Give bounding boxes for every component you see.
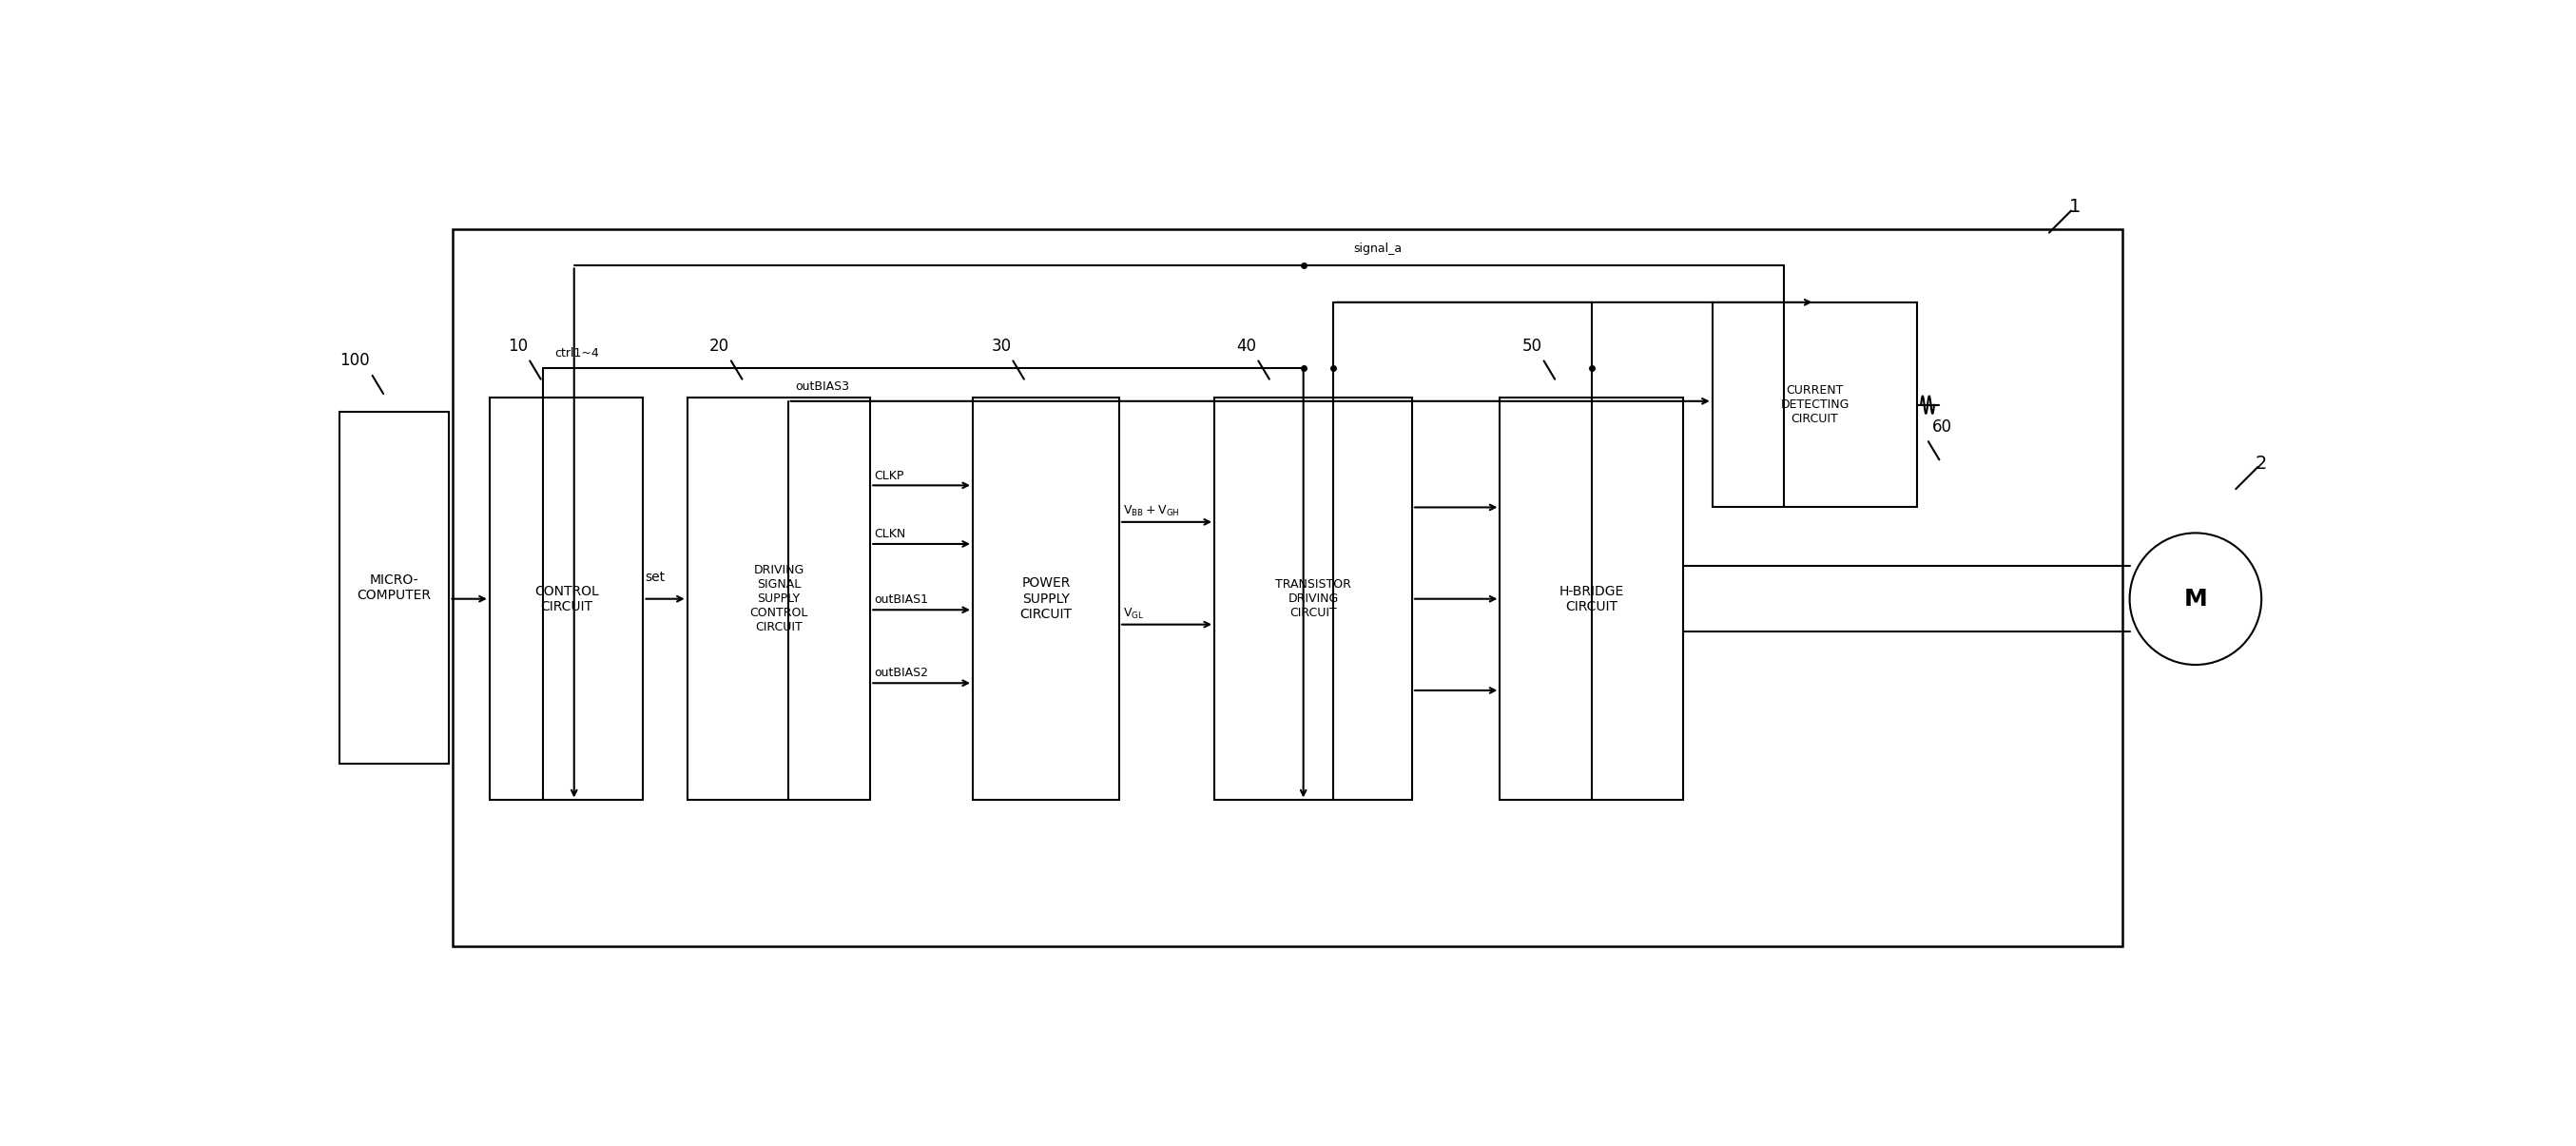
Text: 30: 30 [992,338,1012,355]
Text: 20: 20 [708,338,729,355]
Text: POWER
SUPPLY
CIRCUIT: POWER SUPPLY CIRCUIT [1020,576,1072,621]
Text: 40: 40 [1236,338,1257,355]
Text: outBIAS2: outBIAS2 [873,667,927,680]
Text: DRIVING
SIGNAL
SUPPLY
CONTROL
CIRCUIT: DRIVING SIGNAL SUPPLY CONTROL CIRCUIT [750,564,809,634]
Text: TRANSISTOR
DRIVING
CIRCUIT: TRANSISTOR DRIVING CIRCUIT [1275,579,1352,619]
Text: ctrl1~4: ctrl1~4 [554,347,598,360]
Text: M: M [2184,588,2208,611]
Text: outBIAS1: outBIAS1 [873,594,927,606]
Bar [1499,398,1682,800]
Text: 100: 100 [340,352,368,369]
Text: 60: 60 [1932,418,1953,435]
Text: 50: 50 [1522,338,1543,355]
Bar [1713,303,1917,508]
Bar [688,398,871,800]
Bar [489,398,644,800]
Bar [453,229,2123,947]
Text: set: set [644,571,665,584]
Text: $\mathsf{V_{BB}+V_{GH}}$: $\mathsf{V_{BB}+V_{GH}}$ [1123,504,1180,518]
Text: CLKN: CLKN [873,528,907,540]
Text: MICRO-
COMPUTER: MICRO- COMPUTER [358,573,430,603]
Bar [340,413,448,763]
Text: H-BRIDGE
CIRCUIT: H-BRIDGE CIRCUIT [1558,584,1623,613]
Text: 2: 2 [2257,454,2267,472]
Text: signal_a: signal_a [1352,242,1401,254]
Text: outBIAS3: outBIAS3 [796,380,850,392]
Text: 10: 10 [507,338,528,355]
Text: CONTROL
CIRCUIT: CONTROL CIRCUIT [533,584,598,613]
Bar [974,398,1118,800]
Bar [1213,398,1412,800]
Text: CURRENT
DETECTING
CIRCUIT: CURRENT DETECTING CIRCUIT [1780,384,1850,425]
Text: $\mathsf{V_{GL}}$: $\mathsf{V_{GL}}$ [1123,606,1144,621]
Text: CLKP: CLKP [873,470,904,481]
Text: 1: 1 [2069,198,2081,217]
